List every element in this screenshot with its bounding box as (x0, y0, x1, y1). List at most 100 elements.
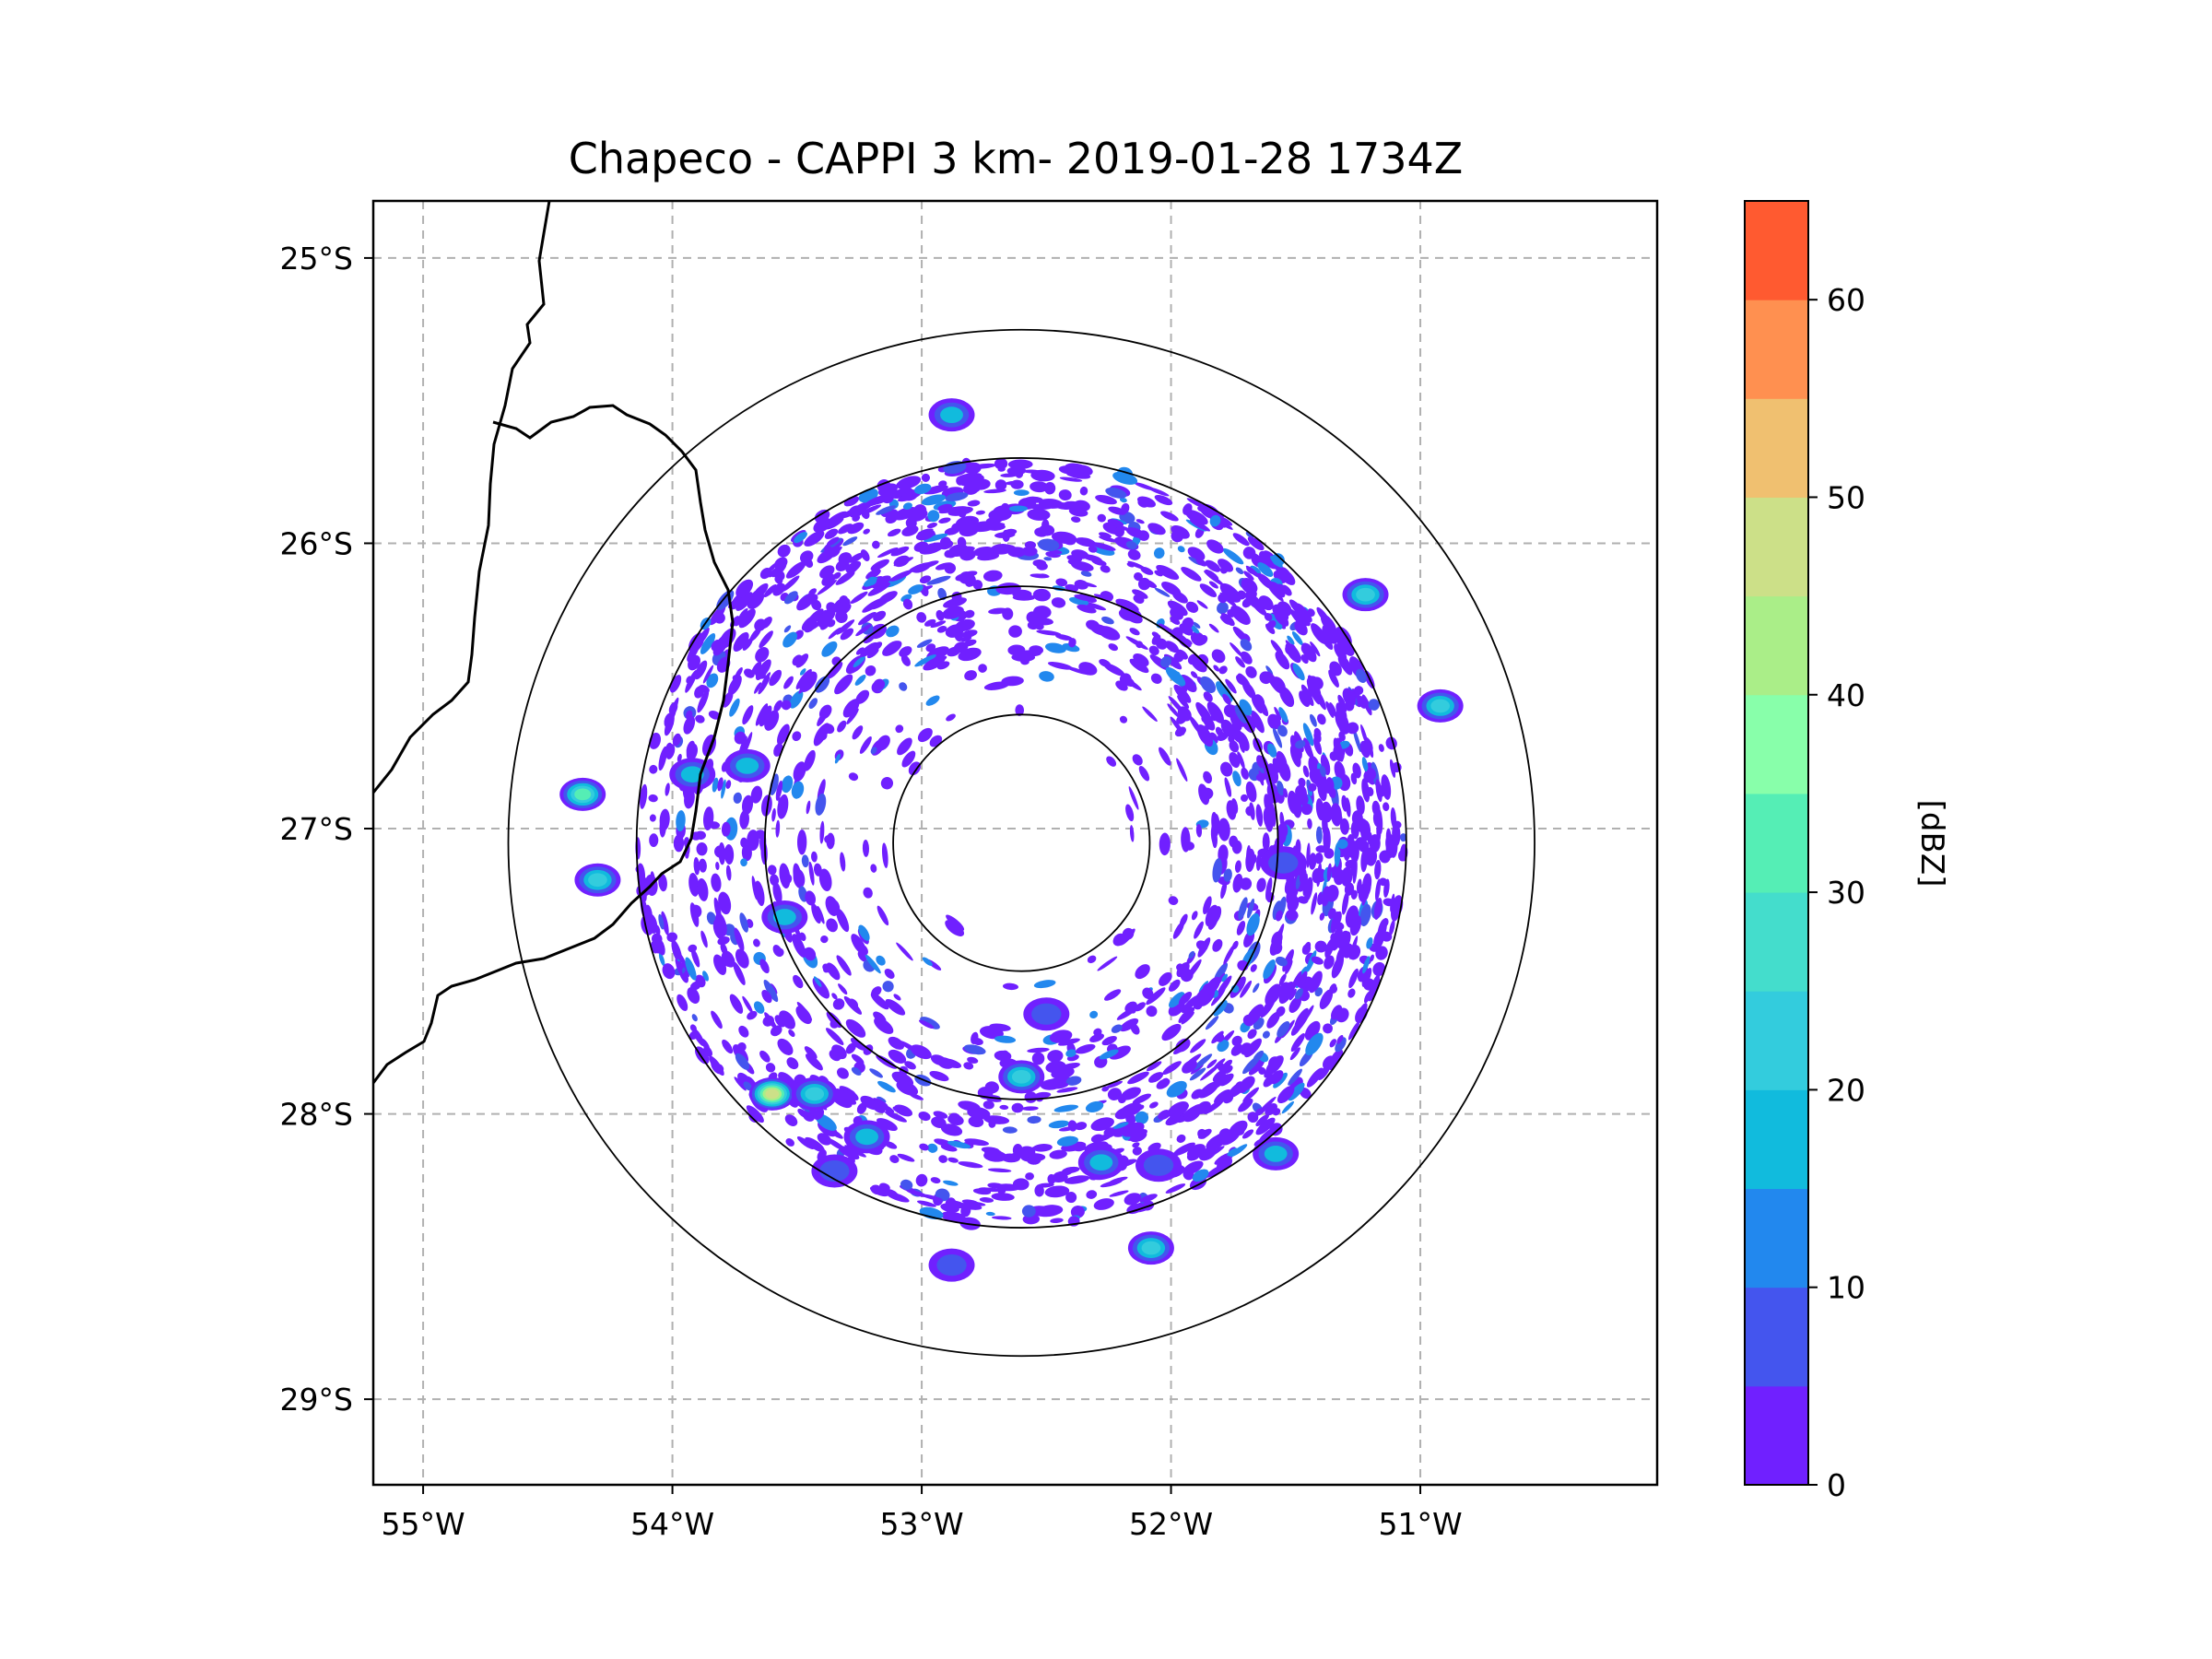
colorbar-band (1745, 398, 1808, 498)
echo-pixel (1381, 931, 1393, 942)
echo-pixel (1034, 1184, 1044, 1197)
echo-pixel (832, 998, 845, 1010)
echo-cell (940, 406, 963, 424)
echo-pixel (1266, 620, 1277, 629)
echo-pixel (889, 1155, 900, 1164)
echo-pixel (1036, 629, 1062, 636)
echo-pixel (699, 858, 707, 873)
echo-pixel (898, 1040, 919, 1053)
echo-pixel (1311, 956, 1324, 965)
echo-pixel (840, 852, 846, 872)
echo-pixel (1357, 818, 1369, 834)
echo-pixel (1359, 740, 1371, 759)
echo-pixel (715, 861, 720, 871)
echo-pixel (987, 1168, 1012, 1173)
echo-pixel (1100, 591, 1114, 602)
echo-pixel (1340, 931, 1351, 951)
echo-pixel (994, 479, 1007, 491)
echo-pixel (1324, 938, 1335, 959)
echo-pixel (937, 503, 953, 512)
echo-pixel (1307, 818, 1312, 830)
echo-pixel (1176, 758, 1188, 782)
graticule (373, 201, 1657, 1485)
echo-pixel (838, 524, 853, 535)
echo-pixel (804, 530, 825, 547)
echo-pixel (865, 954, 881, 974)
echo-pixel (922, 957, 933, 966)
echo-pixel (1133, 594, 1145, 604)
echo-pixel (1274, 706, 1282, 721)
echo-pixel (753, 1001, 765, 1014)
y-tick-label: 27°S (280, 811, 353, 847)
echo-pixel (944, 527, 959, 535)
echo-pixel (724, 953, 735, 968)
echo-pixel (1247, 582, 1257, 592)
echo-pixel (945, 920, 965, 936)
echo-pixel (1075, 537, 1096, 547)
echo-pixel (1154, 570, 1163, 577)
echo-pixel (839, 595, 849, 605)
echo-pixel (1308, 971, 1323, 994)
echo-pixel (1038, 573, 1049, 579)
echo-pixel (1382, 802, 1390, 812)
echo-pixel (858, 944, 868, 956)
echo-pixel (661, 911, 669, 935)
echo-pixel (671, 939, 683, 964)
echo-pixel (1032, 588, 1052, 602)
echo-pixel (1235, 567, 1244, 575)
echo-pixel (918, 1111, 931, 1122)
echo-pixel (958, 1161, 983, 1169)
echo-pixel (921, 1194, 944, 1201)
echo-pixel (649, 814, 656, 822)
echo-pixel (863, 528, 870, 535)
echo-pixel (1120, 675, 1135, 688)
echo-pixel (1242, 1054, 1261, 1075)
echo-pixel (828, 627, 841, 640)
echo-pixel (1225, 678, 1237, 694)
echo-pixel (1240, 877, 1253, 890)
echo-pixel (1205, 1016, 1219, 1030)
echo-pixel (1236, 920, 1246, 935)
echo-pixel (938, 517, 951, 524)
echo-pixel (774, 557, 788, 571)
echo-pixel (1220, 583, 1241, 603)
echo-pixel (1062, 1166, 1080, 1174)
colorbar-ticks: 0 10 20 30 40 50 60 (1808, 282, 1865, 1503)
echo-pixel (738, 608, 756, 629)
echo-pixel (1132, 754, 1143, 766)
colorbar-tick-label: 40 (1827, 677, 1865, 713)
echo-pixel (1086, 619, 1100, 631)
echo-pixel (755, 703, 769, 726)
echo-pixel (677, 994, 688, 1011)
echo-pixel (804, 619, 818, 633)
echo-pixel (1166, 1080, 1187, 1098)
echo-pixel (1392, 822, 1401, 847)
colorbar-band (1745, 892, 1808, 992)
echo-pixel (835, 571, 855, 585)
echo-pixel (804, 558, 814, 568)
echo-pixel (1142, 706, 1158, 722)
echo-pixel (825, 517, 844, 530)
echo-pixel (821, 641, 838, 657)
echo-pixel (1335, 1037, 1347, 1053)
echo-pixel (818, 868, 832, 892)
echo-pixel (1209, 514, 1221, 527)
colorbar-band (1745, 497, 1808, 597)
echo-pixel (735, 667, 743, 679)
echo-pixel (845, 1042, 856, 1054)
echo-pixel (1027, 1047, 1050, 1053)
echo-pixel (1034, 527, 1049, 537)
echo-pixel (778, 796, 785, 806)
echo-pixel (1185, 601, 1199, 613)
echo-pixel (781, 775, 794, 794)
echo-pixel (683, 715, 696, 735)
echo-pixel (1099, 532, 1112, 538)
echo-pixel (1329, 661, 1342, 677)
colorbar-tick-label: 0 (1827, 1467, 1846, 1503)
echo-pixel (999, 1104, 1009, 1111)
echo-pixel (1306, 950, 1317, 972)
echo-pixel (1062, 642, 1080, 653)
echo-pixel (1310, 713, 1317, 727)
echo-pixel (1051, 1082, 1069, 1089)
echo-pixel (1214, 1088, 1231, 1104)
